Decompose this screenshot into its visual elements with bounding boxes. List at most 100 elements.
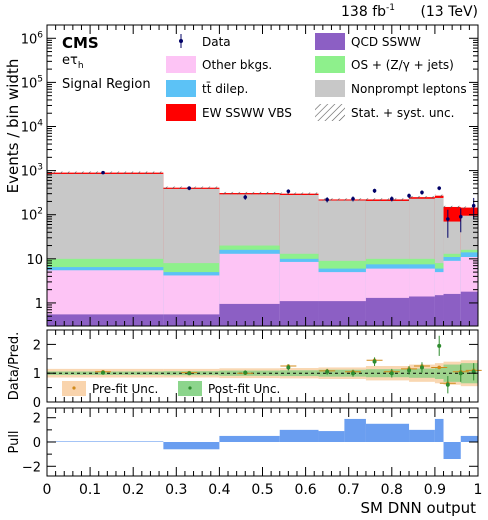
data-point — [390, 196, 394, 201]
x-tick-label: 1 — [474, 482, 483, 498]
pull-y-tick-label: 0 — [33, 436, 41, 451]
pull-frame — [46, 407, 479, 477]
postfit-point — [286, 365, 291, 370]
bar-qcd_ssww — [365, 297, 410, 326]
data-point — [351, 196, 355, 201]
y-tick-label: 102 — [21, 207, 43, 224]
legend-label: Other bkgs. — [202, 58, 272, 72]
legend-label: Nonprompt leptons — [351, 82, 467, 96]
x-tick-label: 0.7 — [338, 482, 360, 498]
uncertainty-hatch — [365, 198, 410, 201]
postfit-band — [47, 371, 164, 375]
legend-label: QCD SSWW — [351, 35, 421, 49]
data-point — [471, 203, 476, 208]
legend-label: tt̄ dilep. — [202, 82, 248, 96]
bar-qcd_ssww — [318, 301, 366, 326]
legend-swatch-ttbar_dilep — [166, 80, 196, 97]
legend-swatch-other_bkgs — [166, 56, 196, 73]
legend-label: Stat. + syst. unc. — [351, 106, 454, 120]
pull-bar — [365, 423, 410, 442]
y-tick-label: 104 — [21, 118, 44, 135]
uncertainty-hatch — [434, 194, 444, 197]
uncertainty-hatch — [318, 198, 366, 201]
data-point — [458, 214, 463, 219]
uncertainty-hatch — [443, 205, 461, 209]
x-tick-label: 0.8 — [381, 482, 403, 498]
uncertainty-hatch — [279, 192, 319, 195]
main-stack — [47, 171, 478, 326]
data-point — [325, 197, 329, 202]
pull-bars — [47, 418, 478, 459]
uncertainty-hatch — [47, 171, 164, 174]
bar-qcd_ssww — [434, 295, 444, 326]
main-axes: 1 10 102 103 104 105 106 — [21, 24, 479, 327]
postfit-point — [407, 368, 412, 373]
y-tick-label: 103 — [21, 163, 43, 180]
pull-bar — [344, 418, 366, 442]
bar-nonprompt — [434, 197, 444, 326]
ratio-y-tick-label: 1 — [33, 367, 41, 382]
legend-label: OS + (Z/γ + jets) — [351, 58, 454, 72]
x-tick-label: 0.5 — [251, 482, 273, 498]
x-tick-label: 0.3 — [165, 482, 187, 498]
postfit-point — [101, 370, 106, 375]
prefit-point — [437, 365, 442, 370]
postfit-point — [458, 371, 463, 376]
pull-bar — [460, 435, 478, 442]
pull-y-tick-label: 2 — [33, 412, 41, 427]
bar-qcd_ssww — [409, 296, 435, 326]
data-point — [286, 189, 291, 194]
pull-bar — [409, 429, 435, 442]
bar-qcd_ssww — [47, 314, 164, 326]
data-point — [437, 186, 442, 190]
ratio-panel: 0 1 2 Pre-fit Unc. Post-fit Unc. Data/Pred. — [7, 329, 482, 411]
lumi-label: 138 fb-1 — [341, 3, 395, 20]
postfit-point — [187, 371, 192, 376]
data-point — [187, 186, 192, 190]
legend-swatch-os_zg_jets — [315, 56, 345, 73]
pull-bar — [443, 442, 461, 459]
x-tick-label: 0.6 — [294, 482, 316, 498]
y-tick-label: 106 — [21, 30, 44, 47]
pull-bar — [279, 429, 319, 442]
energy-label: (13 TeV) — [420, 4, 478, 20]
postfit-point — [389, 371, 394, 376]
x-tick-label: 0 — [43, 482, 52, 498]
ratio-y-tick-label: 0 — [33, 396, 41, 411]
data-point — [420, 190, 424, 195]
postfit-point — [419, 365, 424, 370]
uncertainty-hatch — [219, 191, 280, 195]
data-point — [372, 188, 377, 193]
main-frame — [46, 24, 479, 327]
ratio-axes: 0 1 2 — [33, 330, 479, 411]
bar-qcd_ssww — [443, 293, 461, 326]
postfit-band — [365, 369, 410, 378]
ratio-y-tick-label: 2 — [33, 338, 41, 353]
legend-swatch-nonprompt — [315, 80, 345, 97]
postfit-point — [325, 369, 330, 374]
y-tick-label: 10 — [26, 253, 43, 268]
postfit-legend-label: Post-fit Unc. — [208, 382, 280, 396]
main-data-points — [101, 170, 476, 238]
postfit-point — [372, 359, 377, 364]
x-tick-label: 0.2 — [122, 482, 144, 498]
postfit-legend-marker — [188, 386, 192, 390]
y-tick-label: 1 — [35, 297, 43, 312]
legend-hatch-swatch — [315, 104, 345, 121]
uncertainty-hatch — [163, 186, 220, 189]
legend-data-marker — [179, 39, 183, 43]
legend-swatch-ew_ssww_vbs — [166, 104, 196, 121]
bar-qcd_ssww — [219, 303, 280, 326]
ratio-points — [95, 335, 482, 394]
data-point — [101, 170, 105, 175]
postfit-point — [437, 343, 442, 348]
data-point — [243, 195, 248, 199]
ratio-legend: Pre-fit Unc. Post-fit Unc. — [62, 381, 280, 396]
bar-qcd_ssww — [163, 314, 220, 326]
region-label: Signal Region — [62, 77, 151, 92]
x-tick-label: 0.1 — [79, 482, 101, 498]
x-axis-label: SM DNN output — [361, 499, 477, 517]
postfit-point — [243, 370, 248, 375]
